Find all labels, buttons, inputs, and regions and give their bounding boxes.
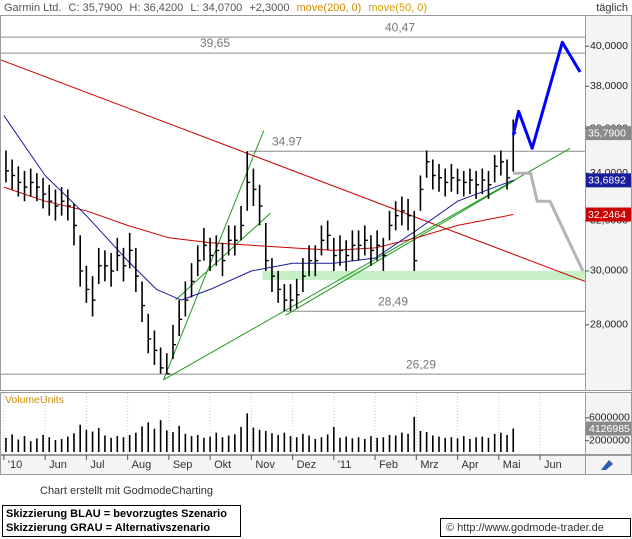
stat: L: 34,0700 <box>190 2 242 14</box>
x-tick-label: Mai <box>503 459 521 471</box>
source-box <box>440 518 631 537</box>
price-axis-panel <box>585 15 632 391</box>
legend-entry: move(50, 0) <box>368 2 427 14</box>
stat: H: 36,4200 <box>129 2 183 14</box>
price-tag-label: 35,7900 <box>588 127 626 139</box>
level-label: 39,65 <box>200 36 230 50</box>
chart-title: Garmin Ltd. <box>4 2 61 14</box>
scenario <box>513 171 585 272</box>
plot <box>1 36 585 381</box>
stat: +2,3000 <box>249 2 289 14</box>
y-tick-label: 28,0000 <box>590 319 628 331</box>
tool-icon[interactable] <box>601 460 613 470</box>
level-label: 28,49 <box>378 294 408 308</box>
x-tick-label: Mrz <box>420 459 438 471</box>
note: Skizzierung GRAU = Alternativszenario <box>6 522 210 534</box>
x-tick-label: Dez <box>297 459 317 471</box>
volume-label: VolumeUnits <box>5 394 64 406</box>
price-tag <box>586 207 631 222</box>
x-tick-label: Jul <box>90 459 104 471</box>
y-tick-label: 30,0000 <box>590 265 628 277</box>
price-tag-label: 33,6892 <box>588 175 626 187</box>
x-tick-label: Aug <box>132 459 152 471</box>
price-tag <box>586 173 631 188</box>
trendline <box>285 179 516 316</box>
y-tick-label: 38,0000 <box>590 80 628 92</box>
level-label: 34.97 <box>272 134 302 148</box>
x-tick-label: '11 <box>338 459 352 471</box>
volume-tick-label: 2000000 <box>589 434 630 446</box>
volume-tick-label: 6000000 <box>589 412 630 424</box>
period: täglich <box>596 2 628 14</box>
trendline <box>1 59 585 282</box>
x-tick-label: Nov <box>255 459 275 471</box>
volume-tag <box>586 421 631 436</box>
x-tick-label: Apr <box>462 459 479 471</box>
price-tag <box>586 126 631 141</box>
moving-average <box>3 186 514 251</box>
stat: C: 35,7900 <box>69 2 123 14</box>
x-tick-label: Jun <box>49 459 67 471</box>
level-label: 40,47 <box>385 20 415 34</box>
x-tick-label: Sep <box>173 459 193 471</box>
level-label: 26,29 <box>406 357 436 371</box>
legend-entry: move(200, 0) <box>297 2 362 14</box>
trendline <box>163 147 571 381</box>
support-zone <box>262 270 585 281</box>
note-box <box>2 505 241 537</box>
x-tick-label: Okt <box>214 459 231 471</box>
credit: Chart erstellt mit GodmodeCharting <box>40 485 213 497</box>
x-tick-label: Jun <box>544 459 562 471</box>
x-tick-label: Feb <box>379 459 398 471</box>
volume-tag-label: 4126985 <box>589 423 630 435</box>
y-tick-label: 40,0000 <box>590 40 628 52</box>
moving-average <box>3 115 514 301</box>
x-tick-label: '10 <box>8 459 22 471</box>
source: © http://www.godmode-trader.de <box>446 522 604 534</box>
header: Garmin Ltd. C: 35,7900 H: 36,4200 L: 34,… <box>4 2 427 14</box>
scenario <box>511 40 582 150</box>
price-panel <box>0 15 586 391</box>
note: Skizzierung BLAU = bevorzugtes Szenario <box>6 508 227 520</box>
price-tag-label: 32,2464 <box>588 209 626 221</box>
